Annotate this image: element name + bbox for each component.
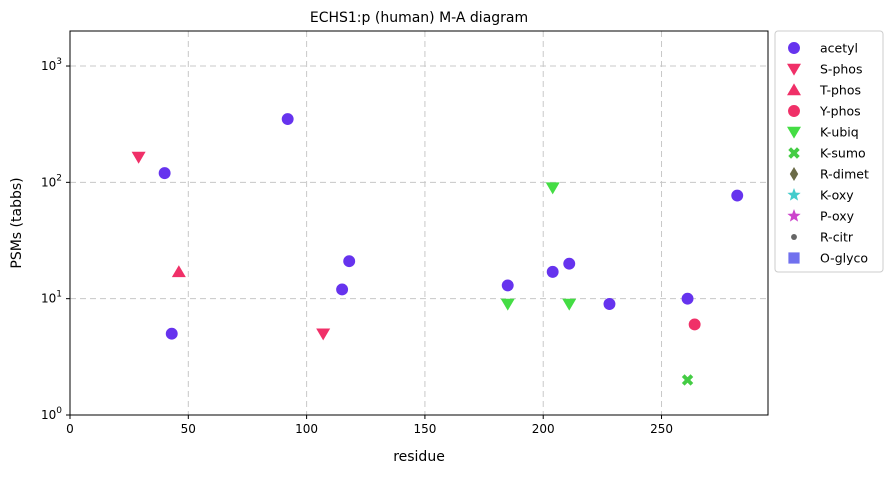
x-tick-label: 0 <box>66 422 74 436</box>
legend-marker-r-citr <box>791 234 797 240</box>
legend-label-o-glyco: O-glyco <box>820 251 868 266</box>
data-points <box>131 113 744 386</box>
y-axis-label: PSMs (tabbs) <box>9 177 25 268</box>
point-y-phos <box>688 318 701 331</box>
point-k-ubiq <box>545 182 560 195</box>
point-acetyl <box>731 189 744 202</box>
x-axis-label: residue <box>393 449 445 465</box>
x-tick-label: 100 <box>295 422 318 436</box>
legend-marker-t-phos <box>787 83 801 96</box>
legend-marker-k-sumo-stroke <box>788 147 800 159</box>
legend-label-r-citr: R-citr <box>820 230 854 245</box>
legend-label-k-oxy: K-oxy <box>820 188 854 203</box>
legend-box <box>774 30 884 273</box>
point-acetyl <box>681 292 694 305</box>
point-k-sumo-stroke <box>681 374 694 386</box>
legend-marker-k-sumo <box>788 147 800 159</box>
legend-label-t-phos: T-phos <box>819 83 861 98</box>
legend-label-y-phos: Y-phos <box>819 104 861 119</box>
legend-marker-k-oxy <box>787 188 801 201</box>
x-axis-ticks: 0 50 100 150 200 250 <box>66 415 673 436</box>
point-acetyl <box>158 167 171 180</box>
x-tick-label: 50 <box>181 422 196 436</box>
x-tick-label: 250 <box>650 422 673 436</box>
legend-label-acetyl: acetyl <box>820 41 858 56</box>
point-acetyl <box>603 298 616 310</box>
point-acetyl <box>281 113 294 126</box>
plot-frame <box>69 30 769 416</box>
legend-label-k-ubiq: K-ubiq <box>820 125 859 140</box>
grid-lines <box>70 31 768 415</box>
point-acetyl <box>546 265 559 278</box>
point-s-phos <box>316 328 331 341</box>
legend-marker-p-oxy <box>787 209 801 222</box>
legend-label-s-phos: S-phos <box>820 62 862 77</box>
point-t-phos <box>171 265 186 278</box>
legend-label-r-dimet: R-dimet <box>820 167 869 182</box>
point-s-phos <box>131 151 146 164</box>
legend: acetyl S-phos T-phos Y-phos K-ubiq K-sumo R-di… <box>774 30 884 273</box>
point-acetyl <box>165 327 178 340</box>
legend-marker-acetyl <box>788 42 800 54</box>
legend-label-p-oxy: P-oxy <box>820 209 855 224</box>
point-acetyl <box>343 255 356 268</box>
point-k-ubiq <box>562 298 577 311</box>
x-tick-label: 150 <box>413 422 436 436</box>
point-k-sumo <box>681 374 694 386</box>
legend-marker-s-phos <box>787 63 801 76</box>
point-acetyl <box>336 283 349 296</box>
chart-title: ECHS1:p (human) M-A diagram <box>310 10 528 26</box>
point-acetyl <box>501 279 514 292</box>
point-acetyl <box>563 257 576 270</box>
point-k-ubiq <box>500 298 515 311</box>
legend-marker-r-dimet <box>789 167 799 181</box>
legend-label-k-sumo: K-sumo <box>820 146 866 161</box>
legend-marker-k-ubiq <box>787 126 801 139</box>
legend-marker-o-glyco <box>788 252 800 264</box>
legend-marker-y-phos <box>788 105 800 117</box>
x-tick-label: 200 <box>532 422 555 436</box>
